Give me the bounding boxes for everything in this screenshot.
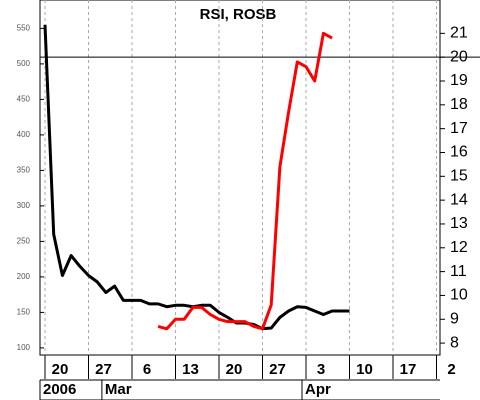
y2-tick-label: 14: [450, 191, 468, 208]
x-tick-label: 10: [356, 361, 373, 378]
x-tick-label: 20: [226, 361, 243, 378]
y-tick-label: 450: [17, 95, 31, 104]
y-tick-label: 550: [17, 24, 31, 33]
y2-tick-label: 11: [450, 263, 467, 280]
y-tick-label: 250: [17, 237, 31, 246]
y2-tick-label: 10: [450, 287, 468, 304]
y2-tick-label: 18: [450, 96, 468, 113]
y2-tick-label: 19: [450, 72, 468, 89]
plot-frame: [39, 0, 441, 356]
period-label: Mar: [105, 381, 132, 398]
x-tick-label: 13: [182, 361, 199, 378]
y2-tick-label: 9: [450, 310, 459, 327]
series-line: [43, 24, 350, 331]
x-tick-label: 27: [95, 361, 112, 378]
y-tick-label: 150: [17, 308, 31, 317]
series-line: [157, 31, 333, 331]
y2-tick-label: 15: [450, 168, 468, 185]
chart-title: RSI, ROSB: [200, 6, 277, 23]
x-tick-label: 20: [52, 361, 69, 378]
y2-tick-label: 13: [450, 215, 468, 232]
x-tick-label: 27: [269, 361, 286, 378]
y-tick-label: 300: [17, 201, 31, 210]
x-tick-label: 2: [447, 361, 455, 378]
y-tick-label: 100: [17, 343, 31, 352]
y-tick-label: 500: [17, 59, 31, 68]
y2-tick-label: 8: [450, 334, 459, 351]
y2-tick-label: 12: [450, 239, 468, 256]
period-label: Apr: [305, 381, 331, 398]
y-tick-label: 200: [17, 272, 31, 281]
x-tick-label: 3: [317, 361, 325, 378]
y-tick-label: 350: [17, 166, 31, 175]
y2-tick-label: 16: [450, 144, 468, 161]
y2-tick-label: 17: [450, 120, 468, 137]
y2-tick-label: 21: [450, 25, 468, 42]
x-tick-label: 17: [400, 361, 417, 378]
x-tick-label: 6: [143, 361, 151, 378]
y-tick-label: 400: [17, 130, 31, 139]
period-label: 2006: [43, 381, 76, 398]
